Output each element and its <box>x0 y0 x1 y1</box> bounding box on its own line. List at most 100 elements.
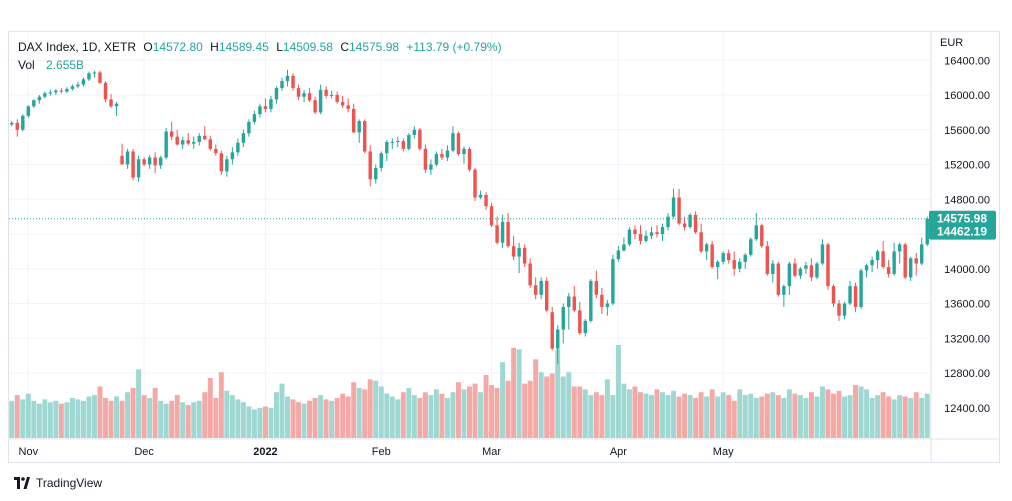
high-label: H <box>210 40 219 54</box>
volume-bar <box>660 392 666 438</box>
candle-body <box>704 244 709 252</box>
candle-body <box>572 296 576 311</box>
volume-bar <box>119 400 125 438</box>
candle-body <box>539 280 543 295</box>
tradingview-brand[interactable]: TradingView <box>14 476 102 490</box>
volume-bar <box>191 402 197 438</box>
volume-bar <box>251 409 257 438</box>
candle-body <box>721 253 725 262</box>
y-tick-label: 12800.00 <box>944 368 990 380</box>
candle-body <box>252 114 257 122</box>
volume-bar <box>649 395 654 438</box>
volume-bar <box>202 392 208 438</box>
volume-bar <box>75 399 81 438</box>
candle-body <box>296 88 301 97</box>
candle-body <box>445 150 450 158</box>
volume-bar <box>213 397 219 438</box>
candle-body <box>313 100 317 113</box>
candle-body <box>600 294 604 307</box>
candle-body <box>43 93 47 97</box>
candle-body <box>682 223 687 228</box>
volume-bar <box>428 395 434 438</box>
volume-bar <box>433 389 439 438</box>
volume-bar <box>97 386 103 438</box>
candle-body <box>489 206 494 226</box>
volume-bar <box>748 393 754 438</box>
candle-body <box>688 214 692 228</box>
volume-bar <box>505 380 511 438</box>
candle-body <box>511 246 516 257</box>
volume-bar <box>14 395 20 438</box>
volume-bar <box>693 397 699 438</box>
volume-bar <box>246 406 252 438</box>
candle-body <box>622 244 626 251</box>
candle-body <box>285 75 290 82</box>
candle-body <box>374 167 378 180</box>
volume-bar <box>621 383 627 438</box>
candle-body <box>809 265 814 278</box>
volume-bar <box>593 392 599 438</box>
volume-bar <box>108 400 114 438</box>
volume-bar <box>20 399 26 438</box>
candle-body <box>114 103 119 107</box>
chart-frame <box>8 31 1000 463</box>
x-tick-label: May <box>713 446 734 458</box>
candle-body <box>517 247 521 257</box>
volume-bars <box>9 345 930 438</box>
candle-body <box>423 148 428 170</box>
candle-body <box>892 251 896 274</box>
candle-body <box>120 155 124 165</box>
volume-bar <box>180 402 186 438</box>
x-tick-label: Nov <box>19 446 39 458</box>
volume-bar <box>163 403 169 438</box>
candle-body <box>920 244 924 264</box>
price-axis: 16400.00 16000.00 15600.00 15200.00 14800.00… <box>930 32 990 462</box>
candle-body <box>396 141 400 143</box>
x-tick-label: Apr <box>610 446 627 458</box>
candle-body <box>318 89 323 113</box>
volume-bar <box>224 390 230 438</box>
volume-bar <box>803 397 809 438</box>
volume-bar <box>384 393 390 438</box>
volume-bar <box>478 392 484 438</box>
candle-body <box>147 157 152 165</box>
volume-bar <box>273 392 279 438</box>
y-tick-label: 12400.00 <box>944 403 990 415</box>
candle-body <box>236 142 240 153</box>
candle-body <box>125 151 130 165</box>
volume-bar <box>726 395 732 438</box>
candle-body <box>467 148 472 170</box>
volume-bar <box>610 395 616 438</box>
volume-bar <box>842 396 847 438</box>
low-value: 14509.58 <box>282 40 333 54</box>
volume-bar <box>687 395 693 438</box>
volume-bar <box>819 386 825 438</box>
volume-bar <box>908 397 914 438</box>
volume-bar <box>599 395 605 438</box>
volume-bar <box>312 397 318 438</box>
candle-body <box>848 286 852 304</box>
candle-body <box>280 81 284 89</box>
volume-bar <box>770 392 776 438</box>
x-tick-label: Dec <box>134 446 154 458</box>
candle-body <box>804 265 808 269</box>
volume-bar <box>836 390 842 438</box>
candle-body <box>32 100 36 107</box>
currency-label: EUR <box>940 37 964 49</box>
volume-bar <box>742 395 748 438</box>
volume-bar <box>92 395 97 438</box>
candle-body <box>258 106 262 115</box>
candle-body <box>875 251 880 261</box>
volume-bar <box>185 405 191 438</box>
volume-bar <box>229 395 235 438</box>
candle-body <box>37 96 42 101</box>
volume-bar <box>356 387 362 438</box>
volume-bar <box>759 396 765 438</box>
candle-body <box>556 329 560 349</box>
candle-body <box>10 122 14 125</box>
grid <box>9 32 931 438</box>
volume-bar <box>797 395 803 438</box>
volume-bar <box>582 389 588 438</box>
